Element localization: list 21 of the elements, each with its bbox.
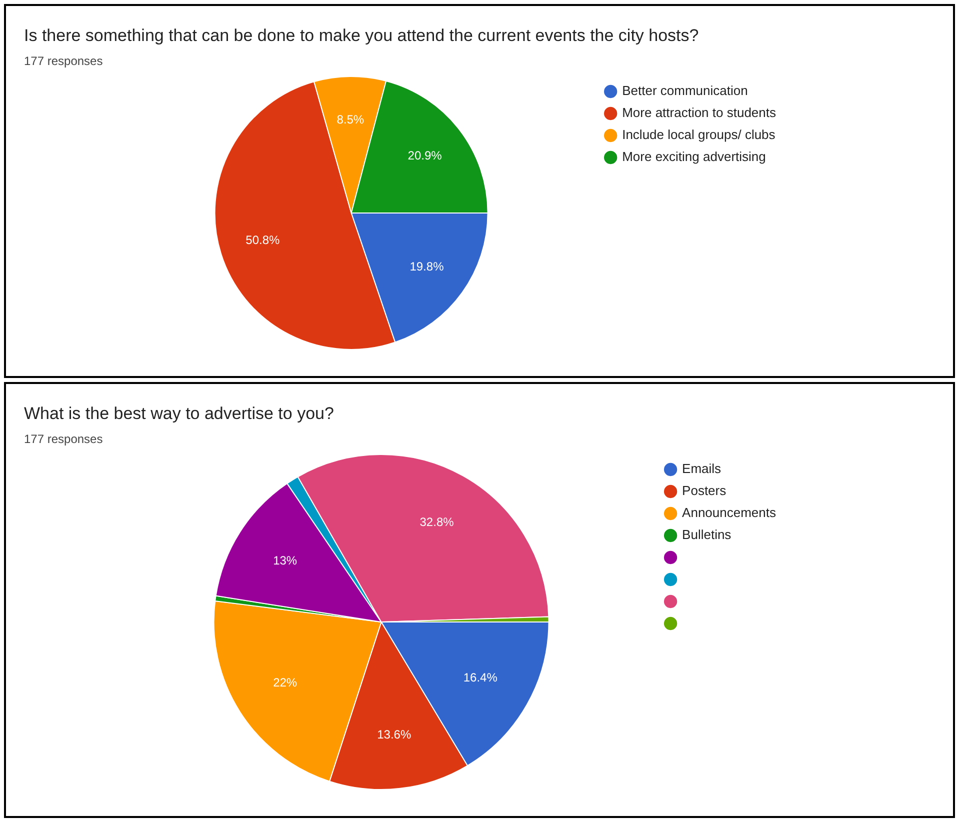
text: 177 responses xyxy=(24,432,103,446)
data-label: 32.8% xyxy=(420,514,454,529)
data-label: 50.8% xyxy=(246,232,280,247)
data-label: 16.4% xyxy=(463,670,498,684)
data-label: 19.8% xyxy=(410,259,444,274)
legend-label: More attraction to students xyxy=(622,105,776,120)
legend-label: Emails xyxy=(682,461,722,476)
data-label: 20.9% xyxy=(408,148,442,163)
chart-title: Is there something that can be done to make you attend the current events the city hosts? xyxy=(24,26,699,46)
legend-label: Announcements xyxy=(682,505,776,520)
data-label: 13% xyxy=(273,553,298,568)
legend-label: Bulletins xyxy=(682,527,732,542)
legend-label: Include local groups/ clubs xyxy=(622,127,776,142)
data-label: 13.6% xyxy=(377,727,412,742)
legend-label: Posters xyxy=(682,483,727,498)
legend-label: More exciting advertising xyxy=(622,149,766,164)
data-label: 8.5% xyxy=(336,112,364,126)
text: 177 responses xyxy=(24,54,103,68)
chart-title: What is the best way to advertise to you? xyxy=(24,404,334,424)
data-label: 22% xyxy=(273,675,298,690)
legend-label: Better communication xyxy=(622,83,748,98)
